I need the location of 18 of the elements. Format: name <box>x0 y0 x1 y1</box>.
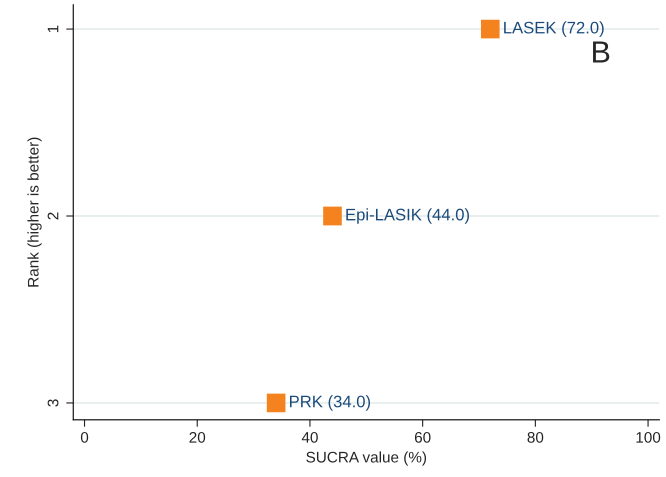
x-tick-label: 60 <box>414 432 431 443</box>
x-tick-label: 100 <box>636 432 660 443</box>
annotation: B <box>593 41 610 62</box>
point <box>266 394 286 412</box>
y-tick-label: 2 <box>48 212 58 220</box>
point <box>480 20 500 38</box>
y-tick-label: 1 <box>48 26 58 32</box>
x-tick-label: 20 <box>190 432 206 443</box>
annotation: Epi-LASIK (44.0) <box>346 208 470 224</box>
annotation: PRK (34.0) <box>290 395 370 411</box>
annotation: LASEK (72.0) <box>504 21 604 37</box>
x-tick-label: 0 <box>80 432 88 443</box>
x-tick-label: 80 <box>528 432 544 443</box>
x-tick-label: 40 <box>302 432 318 443</box>
y-tick-label: 3 <box>48 399 58 407</box>
point <box>323 206 342 226</box>
x-axis-title: SUCRA value (%) <box>306 451 426 466</box>
y-axis-title: Rank (higher is better) <box>27 138 42 287</box>
